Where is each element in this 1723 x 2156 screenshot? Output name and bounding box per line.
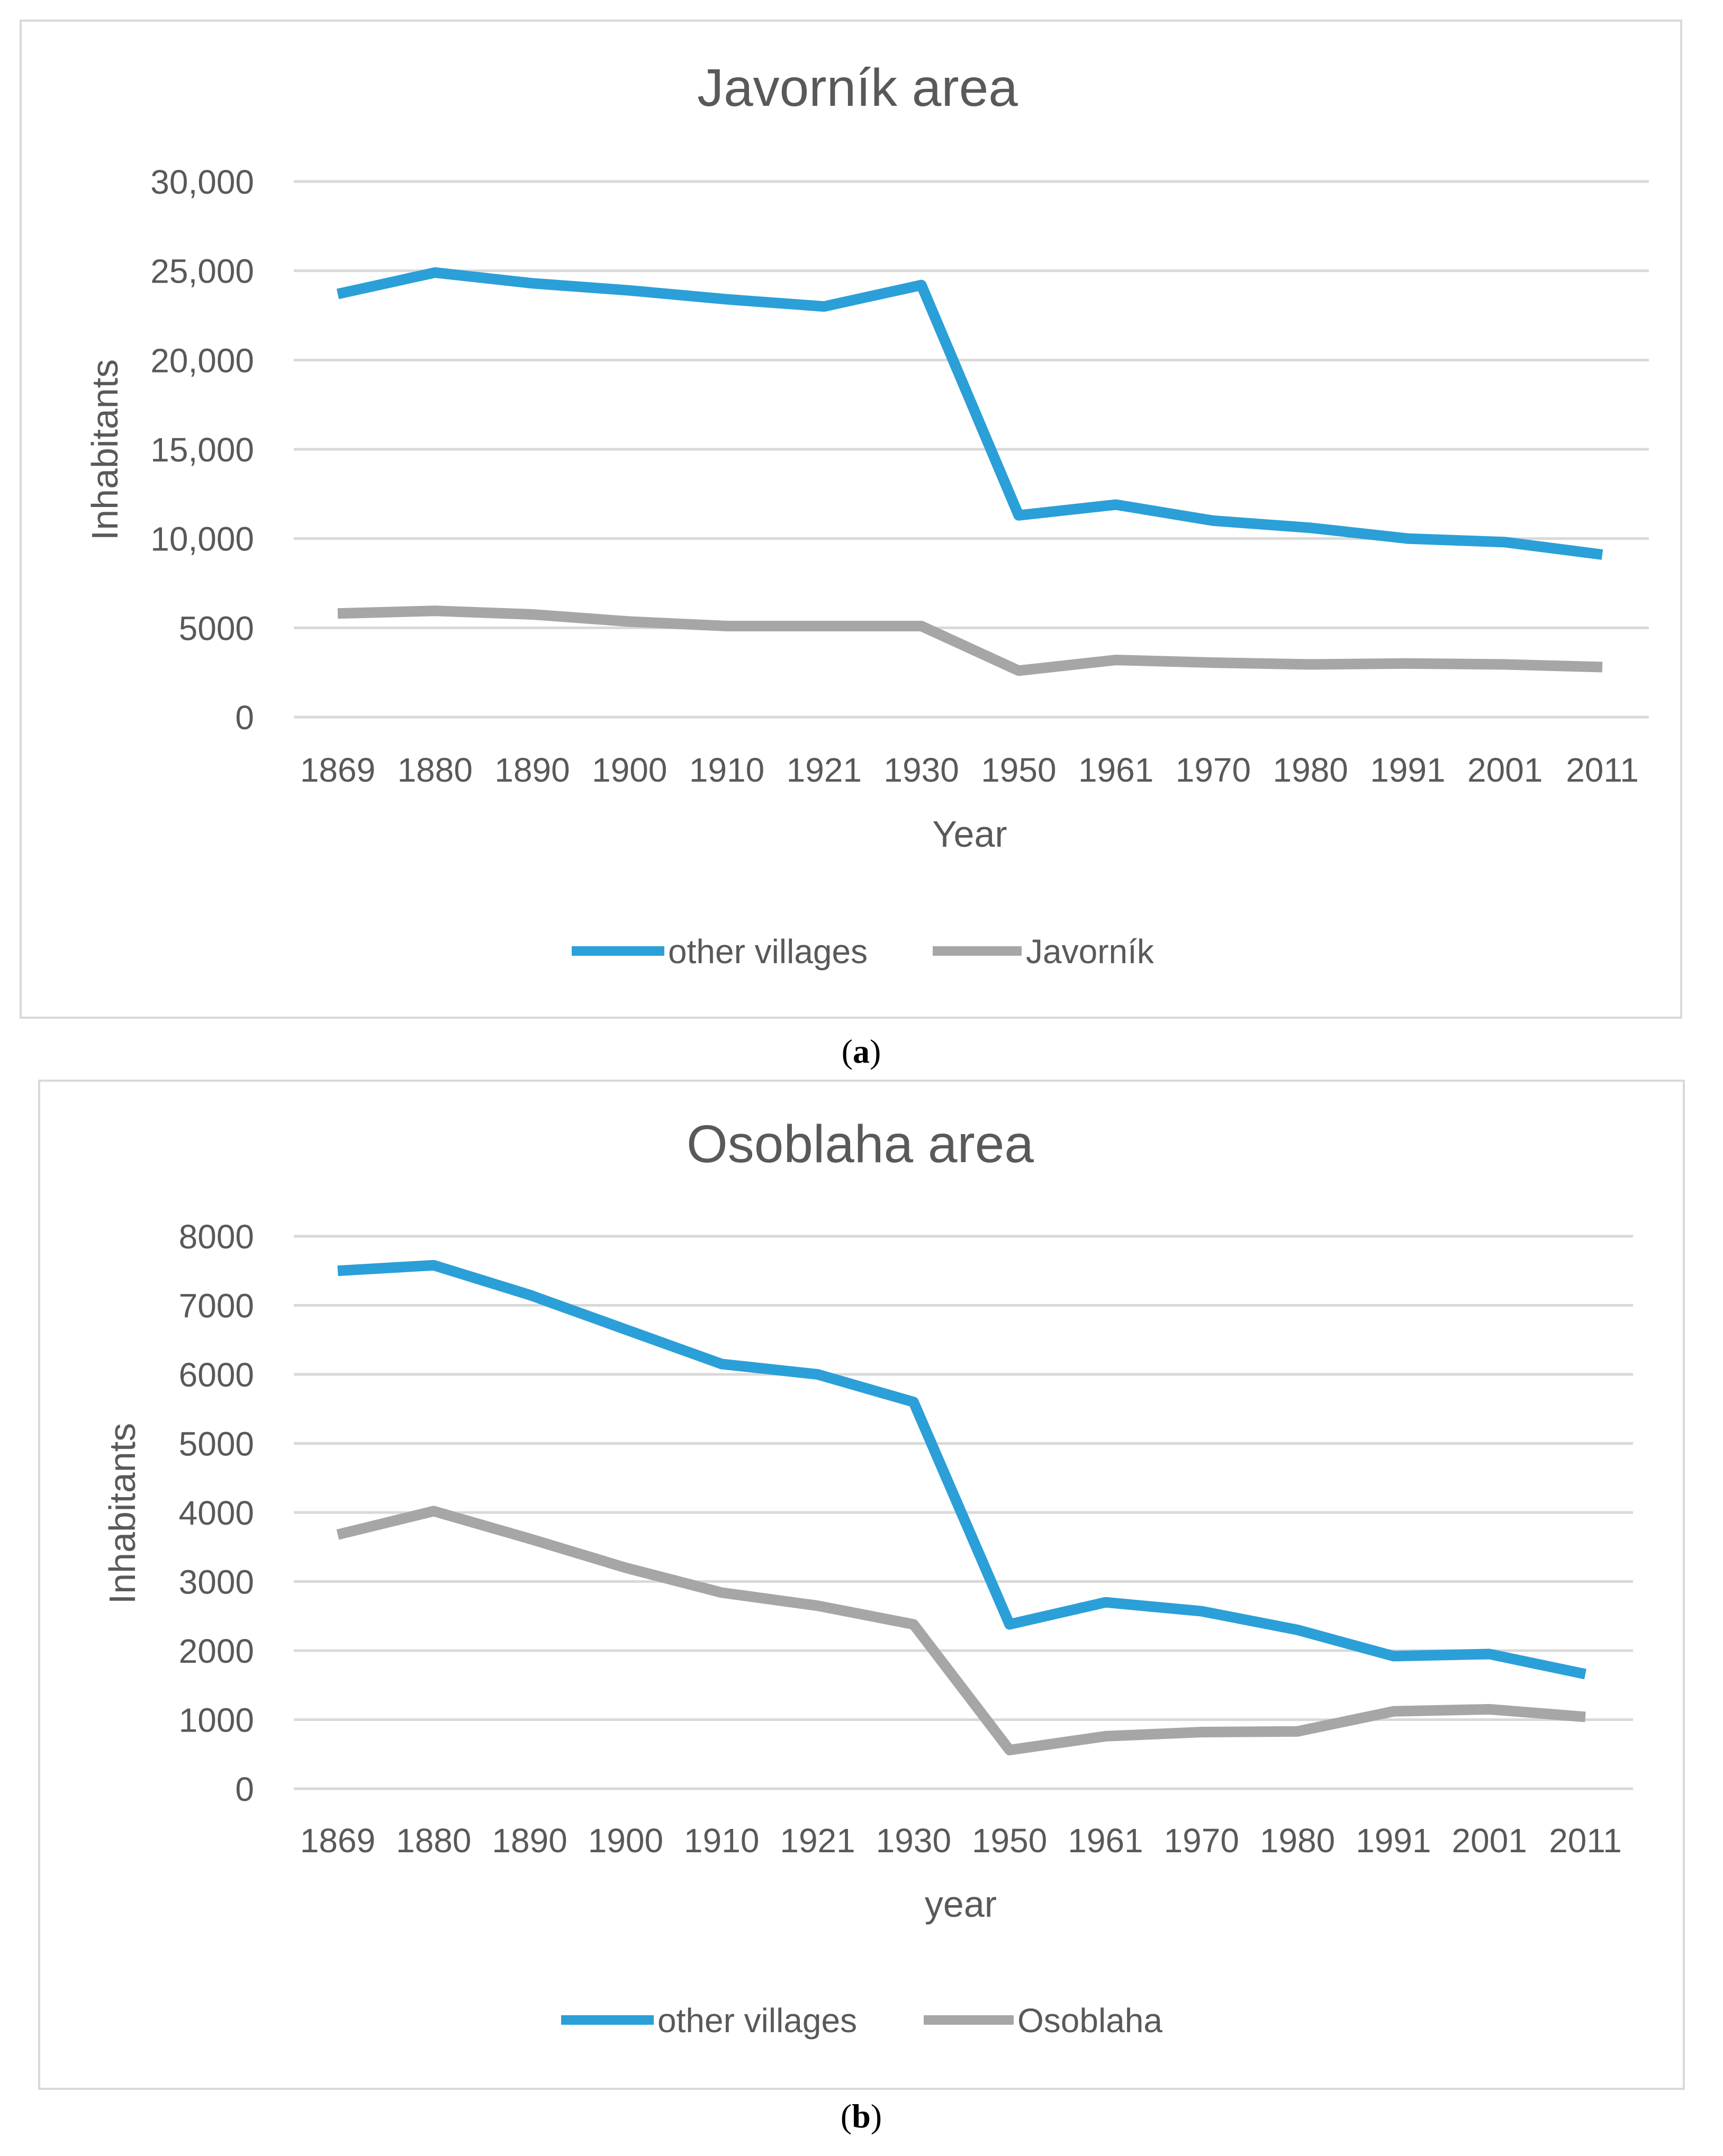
x-tick-label-a-1950: 1950 — [981, 751, 1056, 789]
x-tick-label-a-1961: 1961 — [1078, 751, 1153, 789]
y-tick-label-a-25000: 25,000 — [150, 252, 254, 291]
x-tick-label-a-1930: 1930 — [883, 751, 959, 789]
series-lines-a — [336, 267, 1603, 676]
chart-title-a: Javorník area — [697, 58, 1018, 117]
x-tick-label-b-1980: 1980 — [1260, 1822, 1335, 1860]
chart-frame-a — [20, 20, 1682, 1019]
x-tick-label-b-1880: 1880 — [396, 1822, 471, 1860]
chart-panel-b: Osoblaha area 0 1000 2000 3000 4000 5000 6000 7… — [38, 1080, 1685, 2090]
series-lines-b — [336, 1260, 1587, 1755]
x-tick-labels-b: 1869 1880 1890 1900 1910 1921 1930 1950 1961 1970… — [300, 1822, 1622, 1860]
x-tick-label-a-1980: 1980 — [1273, 751, 1348, 789]
series-line-a-other-villages — [336, 267, 1603, 560]
legend-label-javornik: Javorník — [1026, 932, 1154, 971]
x-tick-label-b-1961: 1961 — [1068, 1822, 1143, 1860]
x-tick-label-b-1991: 1991 — [1356, 1822, 1431, 1860]
x-tick-label-a-1921: 1921 — [787, 751, 862, 789]
x-tick-label-a-1991: 1991 — [1370, 751, 1445, 789]
y-tick-label-b-5000: 5000 — [179, 1425, 254, 1463]
y-tick-label-b-0: 0 — [235, 1770, 254, 1808]
x-tick-label-b-1900: 1900 — [588, 1822, 663, 1860]
x-tick-label-b-1930: 1930 — [876, 1822, 951, 1860]
chart-frame-b — [38, 1080, 1685, 2090]
y-tick-label-b-3000: 3000 — [179, 1563, 254, 1601]
y-tick-label-b-4000: 4000 — [179, 1494, 254, 1532]
y-axis-label-b: Inhabitants — [102, 1423, 143, 1604]
x-tick-label-a-1869: 1869 — [300, 751, 375, 789]
x-tick-labels-a: 1869 1880 1890 1900 1910 1921 1930 1950 1961 1970… — [300, 751, 1639, 789]
panel-caption-a: (a) — [842, 1032, 881, 1070]
y-tick-label-b-6000: 6000 — [179, 1356, 254, 1394]
x-tick-label-a-2011: 2011 — [1566, 751, 1639, 789]
y-tick-label-a-10000: 10,000 — [150, 520, 254, 558]
x-tick-label-a-1890: 1890 — [494, 751, 570, 789]
panel-caption-b-letter: b — [852, 2097, 871, 2135]
x-tick-label-b-2011: 2011 — [1549, 1822, 1622, 1860]
y-tick-label-a-15000: 15,000 — [150, 431, 254, 469]
series-line-a-javornik — [337, 605, 1603, 676]
y-tick-label-b-7000: 7000 — [179, 1287, 254, 1325]
x-axis-label-a: Year — [932, 813, 1007, 855]
x-tick-label-b-1910: 1910 — [684, 1822, 759, 1860]
y-tick-label-b-2000: 2000 — [179, 1632, 254, 1670]
x-tick-label-b-1869: 1869 — [300, 1822, 375, 1860]
legend-label-other-villages-a: other villages — [668, 932, 868, 971]
x-tick-label-a-2001: 2001 — [1467, 751, 1542, 789]
x-tick-label-b-1921: 1921 — [780, 1822, 855, 1860]
x-axis-label-b: year — [925, 1883, 997, 1925]
y-tick-label-b-8000: 8000 — [179, 1218, 254, 1256]
y-tick-label-a-20000: 20,000 — [150, 341, 254, 379]
series-line-b-osoblaha — [336, 1506, 1586, 1755]
panel-caption-a-letter: a — [853, 1032, 870, 1070]
y-tick-label-a-5000: 5000 — [179, 609, 254, 647]
x-tick-label-a-1970: 1970 — [1176, 751, 1251, 789]
y-tick-label-b-1000: 1000 — [179, 1701, 254, 1740]
legend-a: other villages Javorník — [572, 932, 1154, 971]
x-tick-label-a-1910: 1910 — [689, 751, 764, 789]
x-tick-label-b-1970: 1970 — [1164, 1822, 1239, 1860]
legend-label-other-villages-b: other villages — [657, 2001, 857, 2040]
y-tick-labels-a: 0 5000 10,000 15,000 20,000 25,000 30,000 — [150, 163, 254, 737]
chart-panel-a: Javorník area 0 5000 10,000 15,000 20,000 25,… — [20, 20, 1682, 1019]
gridlines-a — [294, 180, 1649, 719]
chart-title-b: Osoblaha area — [687, 1115, 1034, 1174]
x-tick-label-a-1900: 1900 — [592, 751, 667, 789]
x-tick-label-a-1880: 1880 — [398, 751, 473, 789]
legend-b: other villages Osoblaha — [561, 2001, 1162, 2040]
x-tick-label-b-1890: 1890 — [492, 1822, 567, 1860]
y-tick-label-a-0: 0 — [235, 699, 254, 737]
panel-caption-b: (b) — [841, 2097, 882, 2135]
x-tick-label-b-1950: 1950 — [972, 1822, 1047, 1860]
y-tick-label-a-30000: 30,000 — [150, 163, 254, 201]
series-line-b-other-villages — [337, 1260, 1587, 1680]
legend-label-osoblaha: Osoblaha — [1017, 2001, 1162, 2040]
y-tick-labels-b: 0 1000 2000 3000 4000 5000 6000 7000 8000 — [179, 1218, 254, 1808]
y-axis-label-a: Inhabitants — [84, 359, 125, 540]
x-tick-label-b-2001: 2001 — [1452, 1822, 1527, 1860]
